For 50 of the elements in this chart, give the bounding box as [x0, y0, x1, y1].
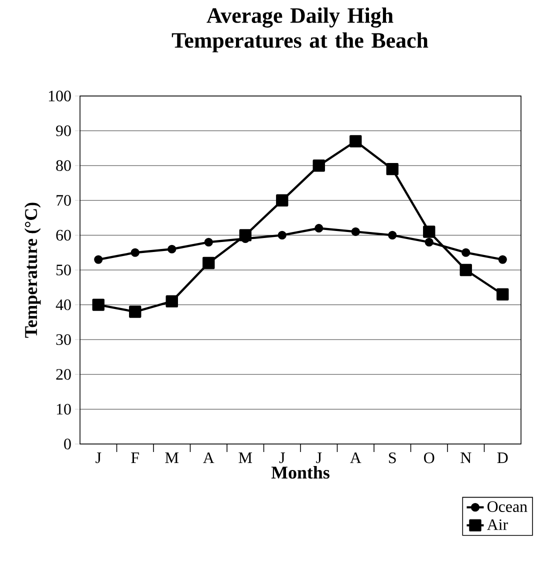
point — [388, 230, 397, 240]
x-tick-label: A — [203, 452, 214, 464]
point — [314, 224, 324, 233]
point — [94, 255, 103, 264]
point — [166, 295, 178, 308]
legend-label: Air — [486, 519, 508, 530]
x-axis-title: Months — [271, 466, 330, 479]
point — [92, 298, 104, 311]
x-tick-label: F — [131, 452, 139, 463]
point — [424, 238, 434, 246]
y-tick-label: 40 — [56, 299, 71, 310]
x-tick-label: J — [316, 452, 322, 464]
point — [498, 255, 507, 264]
y-tick-label: 60 — [56, 230, 71, 241]
point — [351, 227, 360, 236]
y-tick-label: 0 — [64, 438, 71, 450]
point — [423, 226, 436, 238]
point — [129, 306, 142, 318]
point — [460, 264, 472, 276]
point — [496, 288, 509, 300]
point — [202, 256, 215, 270]
y-tick-label: 10 — [56, 404, 71, 415]
x-tick-label: J — [96, 452, 102, 464]
y-tick-label: 20 — [56, 369, 71, 380]
point — [168, 244, 176, 254]
point — [462, 248, 470, 257]
y-tick-label: 30 — [56, 334, 71, 345]
x-tick-label: N — [460, 452, 472, 463]
x-tick-label: S — [389, 452, 396, 464]
point — [204, 238, 213, 246]
x-tick-label: D — [497, 452, 508, 463]
y-tick-label: 70 — [56, 195, 71, 206]
y-axis-title: Temperature (°C) — [24, 202, 41, 338]
point — [312, 160, 325, 172]
y-tick-label: 80 — [56, 160, 71, 171]
x-tick-label: M — [238, 452, 252, 463]
point — [130, 248, 140, 257]
point — [278, 230, 286, 240]
legend-label: Ocean — [487, 501, 528, 512]
chart-title: Average Daily High Temperatures at the Beach — [172, 8, 428, 52]
point — [276, 194, 288, 206]
x-tick-label: J — [279, 452, 285, 464]
x-tick-label: A — [350, 452, 362, 464]
point — [350, 135, 362, 148]
x-tick-label: M — [165, 452, 178, 463]
y-tick-label: 50 — [56, 264, 71, 276]
y-tick-label: 100 — [48, 90, 71, 102]
point — [386, 162, 398, 176]
x-tick-label: O — [424, 452, 434, 464]
y-tick-label: 90 — [56, 125, 71, 136]
